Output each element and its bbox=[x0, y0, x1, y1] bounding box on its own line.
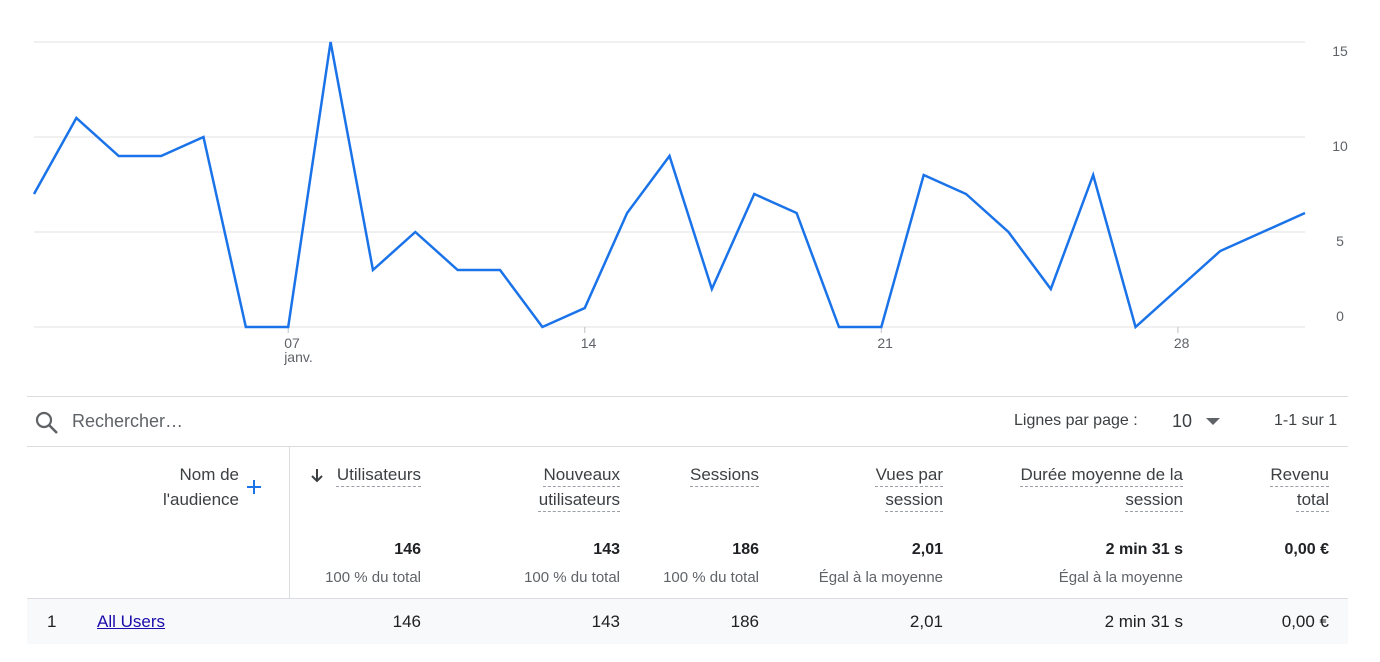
audience-link[interactable]: All Users bbox=[97, 612, 166, 631]
header-text: Nouveaux utilisateurs bbox=[538, 465, 620, 509]
cell: 2 min 31 s bbox=[1104, 612, 1183, 631]
row-index: 1 bbox=[47, 612, 57, 631]
y-tick-label: 0 bbox=[1336, 308, 1344, 324]
rows-per-page-label: Lignes par page : bbox=[1014, 412, 1138, 429]
cell: 146 bbox=[392, 612, 421, 631]
cell: 0,00 € bbox=[1281, 612, 1329, 631]
header-text: Nom de l'audience bbox=[162, 465, 239, 509]
divider bbox=[27, 396, 1348, 397]
column-header[interactable]: Utilisateurs bbox=[311, 462, 421, 487]
total-value: 186 bbox=[732, 541, 759, 558]
x-tick-label: 28 bbox=[1174, 335, 1190, 351]
x-tick-label: 07 bbox=[284, 335, 300, 351]
header-text: Vues par session bbox=[875, 465, 943, 509]
column-header[interactable]: Nouveaux utilisateurs bbox=[510, 462, 620, 512]
column-header[interactable]: Revenu total bbox=[1259, 462, 1329, 512]
total-note: 100 % du total bbox=[663, 569, 759, 586]
y-tick-label: 15 bbox=[1332, 43, 1348, 59]
search-input[interactable]: Rechercher… bbox=[72, 411, 184, 431]
divider bbox=[27, 446, 1348, 447]
header-text: Revenu total bbox=[1270, 465, 1329, 509]
add-dimension[interactable] bbox=[246, 479, 262, 495]
row-bg bbox=[27, 598, 1348, 644]
header-text: Utilisateurs bbox=[336, 465, 421, 484]
pagination: 1-1 sur 1 bbox=[1274, 412, 1338, 429]
cell: 186 bbox=[730, 612, 759, 631]
total-note: 100 % du total bbox=[325, 569, 421, 586]
header-text: Sessions bbox=[690, 465, 759, 484]
total-value: 2,01 bbox=[911, 541, 943, 558]
column-divider bbox=[289, 446, 290, 644]
column-header: Nom de l'audience bbox=[129, 462, 239, 512]
column-header[interactable]: Sessions bbox=[669, 462, 759, 487]
total-note: Égal à la moyenne bbox=[1058, 569, 1183, 586]
total-value: 2 min 31 s bbox=[1105, 541, 1183, 558]
total-value: 143 bbox=[593, 541, 620, 558]
column-header[interactable]: Durée moyenne de la session bbox=[993, 462, 1183, 512]
x-month-label: janv. bbox=[283, 349, 313, 365]
x-tick-label: 21 bbox=[877, 335, 893, 351]
y-tick-label: 5 bbox=[1336, 233, 1344, 249]
rows-per-page[interactable]: 10 bbox=[1172, 411, 1193, 431]
cell: 143 bbox=[591, 612, 620, 631]
cell: 2,01 bbox=[909, 612, 943, 631]
total-value: 0,00 € bbox=[1284, 541, 1329, 558]
search-icon bbox=[35, 411, 58, 434]
y-tick-label: 10 bbox=[1332, 138, 1348, 154]
total-value: 146 bbox=[394, 541, 421, 558]
sort-arrow[interactable] bbox=[310, 468, 324, 484]
column-header[interactable]: Vues par session bbox=[863, 462, 943, 512]
total-note: 100 % du total bbox=[524, 569, 620, 586]
data-line bbox=[32, 41, 1306, 330]
header-text: Durée moyenne de la session bbox=[1020, 465, 1183, 509]
total-note: Égal à la moyenne bbox=[818, 569, 943, 586]
x-tick-label: 14 bbox=[581, 335, 597, 351]
dropdown-arrow[interactable] bbox=[1206, 418, 1220, 426]
